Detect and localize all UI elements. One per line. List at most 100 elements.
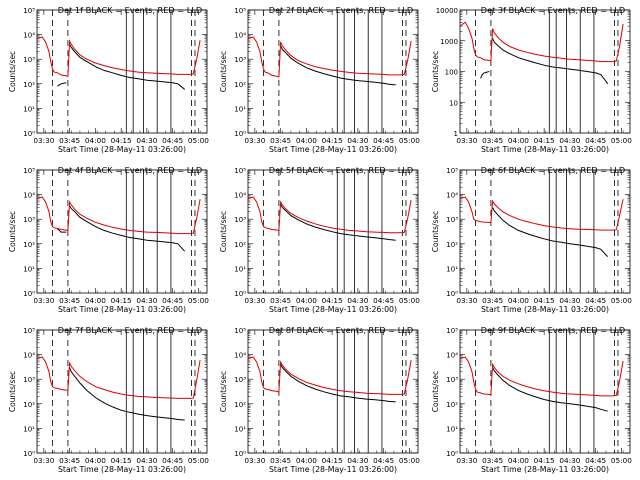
plot-frame — [36, 329, 208, 454]
chart-title: Det 3f BLACK = Events, RED = LLD — [481, 5, 625, 15]
y-tick-label: 10² — [23, 81, 35, 89]
chart-panel-7: Det 7f BLACK = Events, RED = LLD 10⁰ 10¹ 10… — [8, 325, 209, 474]
x-tick-label: 04:45 — [162, 456, 183, 465]
chart-panel-2: Det 2f BLACK = Events, RED = LLD 10⁰ 10¹ 10… — [219, 5, 420, 154]
x-tick-label: 04:45 — [162, 136, 183, 145]
y-tick-label: 10⁵ — [446, 327, 458, 335]
y-tick-label: 10⁴ — [234, 32, 246, 40]
y-tick-label: 10³ — [234, 56, 246, 64]
x-axis-label: Start Time (28-May-11 03:26:00) — [269, 465, 397, 474]
x-tick-label: 03:45 — [59, 136, 80, 145]
plot-frame — [459, 169, 631, 294]
x-tick-label: 04:00 — [508, 296, 529, 305]
x-tick-label: 03:45 — [482, 136, 503, 145]
y-tick-label: 10³ — [446, 376, 458, 384]
y-tick-label: 10¹ — [446, 265, 458, 273]
x-tick-label: 04:00 — [85, 136, 106, 145]
y-axis-label: Counts/sec — [8, 211, 17, 252]
series-line-lld — [459, 196, 624, 231]
x-tick-label: 04:45 — [162, 296, 183, 305]
y-tick-label: 10¹ — [446, 425, 458, 433]
x-tick-label: 04:15 — [534, 136, 555, 145]
series-line-events — [492, 207, 609, 258]
series-line-events — [280, 45, 396, 86]
y-tick-label: 10⁵ — [234, 167, 246, 175]
x-tick-label: 04:30 — [136, 296, 157, 305]
x-tick-label: 03:30 — [456, 456, 477, 465]
x-tick-label: 04:15 — [534, 296, 555, 305]
series-line-events — [492, 367, 608, 412]
y-tick-label: 10² — [234, 81, 246, 89]
x-tick-label: 05:00 — [611, 296, 632, 305]
series-line-events — [69, 44, 186, 90]
x-tick-label: 03:45 — [270, 136, 291, 145]
y-axis-label: Counts/sec — [431, 51, 440, 92]
y-axis-label: Counts/sec — [219, 211, 228, 252]
y-axis-label: Counts/sec — [8, 51, 17, 92]
x-tick-label: 04:30 — [559, 136, 580, 145]
chart-panel-4: Det 4f BLACK = Events, RED = LLD 10⁰ 10¹ 10… — [8, 165, 209, 314]
series-line-lld — [36, 356, 201, 399]
x-tick-label: 03:45 — [59, 296, 80, 305]
y-tick-label: 10⁵ — [23, 167, 35, 175]
series-line-lld — [459, 356, 624, 397]
chart-panel-8: Det 8f BLACK = Events, RED = LLD 10⁰ 10¹ 10… — [219, 325, 420, 474]
x-tick-label: 03:45 — [482, 296, 503, 305]
x-axis-label: Start Time (28-May-11 03:26:00) — [58, 145, 186, 154]
y-tick-label: 10³ — [23, 216, 35, 224]
y-tick-label: 10³ — [234, 216, 246, 224]
x-tick-label: 04:00 — [85, 456, 106, 465]
x-tick-label: 03:30 — [456, 136, 477, 145]
series-line-events — [69, 367, 185, 421]
plot-frame — [247, 329, 419, 454]
chart-title: Det 4f BLACK = Events, RED = LLD — [58, 165, 202, 175]
y-tick-label: 10⁰ — [234, 450, 246, 458]
y-axis-label: Counts/sec — [431, 371, 440, 412]
series-line-lld — [36, 196, 201, 235]
x-tick-label: 04:45 — [585, 456, 606, 465]
y-tick-label: 10¹ — [234, 105, 246, 113]
y-tick-label: 10⁴ — [446, 192, 458, 200]
x-tick-label: 04:30 — [136, 136, 157, 145]
y-tick-label: 10⁵ — [234, 7, 246, 15]
chart-panel-6: Det 6f BLACK = Events, RED = LLD 10⁰ 10¹ 10… — [431, 165, 632, 314]
plot-frame — [247, 9, 419, 134]
series-line-lld — [247, 36, 412, 78]
x-tick-label: 05:00 — [399, 296, 420, 305]
x-tick-label: 03:30 — [244, 296, 265, 305]
x-tick-label: 05:00 — [611, 456, 632, 465]
x-tick-label: 03:30 — [456, 296, 477, 305]
x-tick-label: 03:45 — [270, 296, 291, 305]
series-line-events — [280, 204, 396, 241]
x-tick-label: 05:00 — [399, 456, 420, 465]
y-axis-label: Counts/sec — [219, 371, 228, 412]
plot-frame — [36, 9, 208, 134]
chart-title: Det 7f BLACK = Events, RED = LLD — [58, 325, 202, 335]
series-line-events — [492, 38, 609, 84]
series-line-events — [57, 82, 67, 87]
y-tick-label: 10¹ — [23, 425, 35, 433]
y-tick-label: 10² — [446, 401, 458, 409]
x-axis-label: Start Time (28-May-11 03:26:00) — [481, 305, 609, 314]
x-tick-label: 05:00 — [611, 136, 632, 145]
series-line-events — [57, 228, 67, 233]
plot-frame — [247, 169, 419, 294]
y-tick-label: 10⁰ — [446, 450, 458, 458]
y-tick-label: 10¹ — [234, 425, 246, 433]
x-tick-label: 04:30 — [136, 456, 157, 465]
chart-title: Det 8f BLACK = Events, RED = LLD — [269, 325, 413, 335]
x-tick-label: 04:45 — [373, 136, 394, 145]
y-tick-label: 10⁵ — [23, 7, 35, 15]
y-tick-label: 10⁰ — [23, 130, 35, 138]
x-tick-label: 03:45 — [270, 456, 291, 465]
x-tick-label: 04:00 — [296, 296, 317, 305]
y-tick-label: 10³ — [23, 376, 35, 384]
x-tick-label: 03:30 — [33, 296, 54, 305]
x-axis-label: Start Time (28-May-11 03:26:00) — [269, 145, 397, 154]
x-tick-label: 04:45 — [585, 136, 606, 145]
y-tick-label: 10² — [23, 401, 35, 409]
chart-title: Det 9f BLACK = Events, RED = LLD — [481, 325, 625, 335]
x-tick-label: 04:30 — [559, 456, 580, 465]
plot-frame — [459, 9, 631, 134]
y-tick-label: 10² — [23, 241, 35, 249]
